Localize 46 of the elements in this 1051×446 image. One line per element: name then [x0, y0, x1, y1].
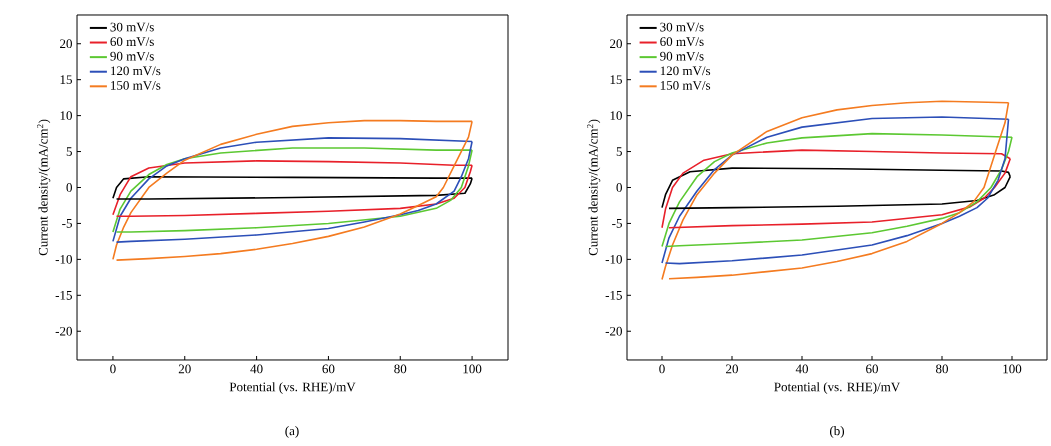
y-tick-label: -15 — [605, 290, 622, 300]
text: (b) — [829, 426, 845, 438]
x-tick-label: 20 — [178, 364, 191, 374]
legend-label: 150 mV/s — [660, 81, 711, 90]
y-tick-label: 15 — [60, 75, 72, 85]
legend-label: 120 mV/s — [660, 66, 711, 76]
legend-label: 90 mV/s — [110, 51, 154, 61]
y-tick-label: 10 — [60, 111, 72, 120]
y-tick-label: 0 — [66, 183, 72, 192]
y-tick-label: -10 — [55, 254, 72, 264]
y-tick-label: 0 — [616, 183, 622, 192]
legend-label: 60 mV/s — [110, 37, 154, 47]
y-tick-label: 15 — [610, 75, 622, 85]
x-tick-label: 80 — [394, 364, 407, 374]
x-axis-title: Potential (vs. RHE)/mV — [774, 382, 901, 394]
y-tick-label: 20 — [610, 39, 622, 49]
x-tick-label: 0 — [110, 364, 116, 374]
x-tick-label: 40 — [250, 364, 263, 374]
y-axis-title: Current density/(mA/cm$^{2}$) — [37, 119, 51, 256]
y-tick-label: 5 — [66, 147, 72, 156]
y-tick-label: -20 — [55, 326, 72, 336]
y-tick-label: -5 — [62, 219, 72, 228]
x-tick-label: 20 — [726, 364, 739, 374]
x-axis-title: Potential (vs. RHE)/mV — [229, 382, 356, 394]
legend-label: 150 mV/s — [111, 81, 161, 90]
text: (a) — [285, 426, 299, 438]
x-tick-label: 100 — [1003, 364, 1022, 374]
legend-label: 30 mV/s — [660, 22, 704, 32]
legend-label: 60 mV/s — [660, 37, 704, 47]
x-tick-label: 80 — [936, 364, 949, 374]
y-tick-label: 5 — [616, 147, 622, 156]
x-tick-label: 100 — [463, 364, 482, 374]
y-tick-label: 20 — [60, 39, 72, 49]
x-tick-label: 60 — [322, 364, 335, 374]
x-tick-label: 60 — [866, 364, 879, 374]
y-tick-label: 10 — [610, 111, 622, 120]
y-tick-label: -5 — [612, 219, 622, 228]
x-tick-label: 40 — [795, 364, 809, 374]
y-tick-label: -20 — [605, 326, 622, 336]
legend-label: 120 mV/s — [111, 66, 161, 76]
legend-label: 30 mV/s — [110, 22, 154, 32]
x-tick-label: 0 — [659, 364, 665, 374]
y-axis-title: Current density/(mA/cm$^{2}$) — [587, 119, 601, 256]
y-tick-label: -15 — [55, 290, 72, 300]
y-tick-label: -10 — [605, 254, 622, 264]
legend-label: 90 mV/s — [660, 51, 704, 61]
